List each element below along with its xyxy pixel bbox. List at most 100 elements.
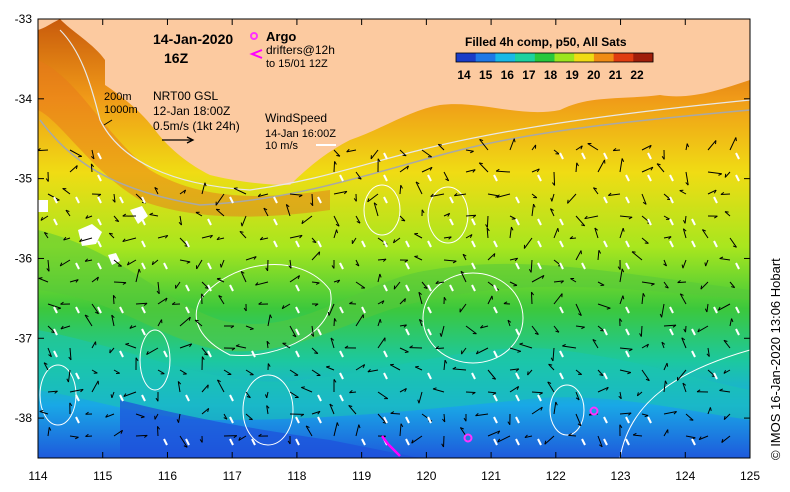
current-vector xyxy=(723,369,731,374)
current-vector xyxy=(719,258,731,261)
drifter-track xyxy=(381,435,401,457)
current-vector xyxy=(355,424,360,437)
current-vector xyxy=(531,144,537,151)
current-vector xyxy=(679,190,687,195)
wind-vector xyxy=(75,262,80,270)
current-vector xyxy=(201,407,210,415)
wind-vector xyxy=(603,152,608,160)
current-vector xyxy=(69,435,79,438)
current-vector xyxy=(729,281,736,288)
current-vector xyxy=(681,337,687,349)
current-vector xyxy=(661,303,665,318)
current-vector xyxy=(592,339,599,349)
current-vector xyxy=(519,343,533,349)
wind-vector xyxy=(515,328,520,336)
current-vector xyxy=(597,435,603,448)
current-vector xyxy=(597,386,609,393)
current-vector xyxy=(619,391,622,399)
current-vector xyxy=(113,259,122,267)
x-tick-label: 115 xyxy=(93,469,112,483)
wind-vector xyxy=(603,240,608,248)
current-vector xyxy=(619,412,632,415)
wind-vector xyxy=(735,174,740,182)
current-vector xyxy=(597,303,611,309)
wind-vector xyxy=(383,372,388,380)
wind-vector xyxy=(625,196,630,204)
wind-vector xyxy=(251,438,256,446)
wind-vector xyxy=(625,438,630,446)
current-vector xyxy=(553,171,556,186)
wind-vector xyxy=(251,350,256,358)
current-vector xyxy=(122,237,137,243)
wind-vector xyxy=(53,328,58,336)
current-vector xyxy=(91,369,98,374)
wind-vector xyxy=(669,240,674,248)
wind-vector xyxy=(427,240,432,248)
current-vector xyxy=(418,292,423,305)
current-vector xyxy=(377,300,385,305)
wind-vector xyxy=(295,240,300,248)
date-label: 14-Jan-2020 xyxy=(153,31,233,47)
current-vector xyxy=(105,413,115,418)
wind-vector xyxy=(141,218,146,226)
current-vector xyxy=(157,234,168,239)
current-vector xyxy=(333,149,341,157)
current-vector xyxy=(496,193,511,198)
current-vector xyxy=(333,279,340,283)
wind-vector xyxy=(493,438,498,446)
x-tick-label: 123 xyxy=(611,469,631,483)
wind-vector xyxy=(141,240,146,248)
current-vector xyxy=(415,181,423,195)
current-vector xyxy=(682,228,687,239)
current-vector xyxy=(220,259,225,268)
colorbar-ticks: 14 15 16 17 18 19 20 21 22 xyxy=(457,68,644,82)
current-vector xyxy=(289,275,300,283)
current-vector xyxy=(85,259,93,262)
current-vector xyxy=(597,281,605,286)
current-vector xyxy=(723,413,731,421)
current-vector xyxy=(43,232,49,239)
wind-vector xyxy=(207,350,212,358)
wind-vector xyxy=(603,438,608,446)
current-vector xyxy=(460,271,467,283)
wind-vector xyxy=(471,262,476,270)
wind-vector xyxy=(559,262,564,270)
current-vector xyxy=(311,237,317,243)
wind-vector xyxy=(691,438,696,446)
current-vector xyxy=(311,193,314,206)
wind-vector xyxy=(691,328,696,336)
current-vector xyxy=(179,237,189,247)
current-vector xyxy=(111,315,115,327)
argo-label: Argo xyxy=(266,29,296,44)
argo-legend-marker xyxy=(250,32,258,40)
current-vector xyxy=(562,345,577,349)
current-vector xyxy=(239,231,247,239)
current-vector xyxy=(311,251,320,261)
argo-float xyxy=(589,406,599,416)
current-vector xyxy=(720,193,731,196)
current-vector xyxy=(178,413,181,423)
current-vector xyxy=(641,281,655,285)
current-vector xyxy=(69,149,83,157)
current-vector xyxy=(641,166,654,173)
wind-vector xyxy=(97,262,102,270)
wind-vector xyxy=(163,438,168,446)
current-vector xyxy=(705,259,709,267)
current-vector xyxy=(509,138,515,151)
wind-vector xyxy=(141,262,146,270)
wind-vector xyxy=(735,328,740,336)
current-vector xyxy=(729,237,737,248)
current-vector xyxy=(289,259,292,269)
current-vector xyxy=(641,343,649,349)
wind-vector xyxy=(537,174,542,182)
wind-vector xyxy=(449,196,454,204)
current-vector xyxy=(608,193,621,196)
wind-vector xyxy=(295,350,300,358)
wind-vector xyxy=(141,196,146,204)
current-vector xyxy=(69,165,78,173)
wind-vector xyxy=(185,306,190,314)
current-vector xyxy=(351,237,357,245)
current-vector xyxy=(707,171,722,175)
wind-vector xyxy=(295,438,300,446)
current-vector xyxy=(157,297,168,305)
